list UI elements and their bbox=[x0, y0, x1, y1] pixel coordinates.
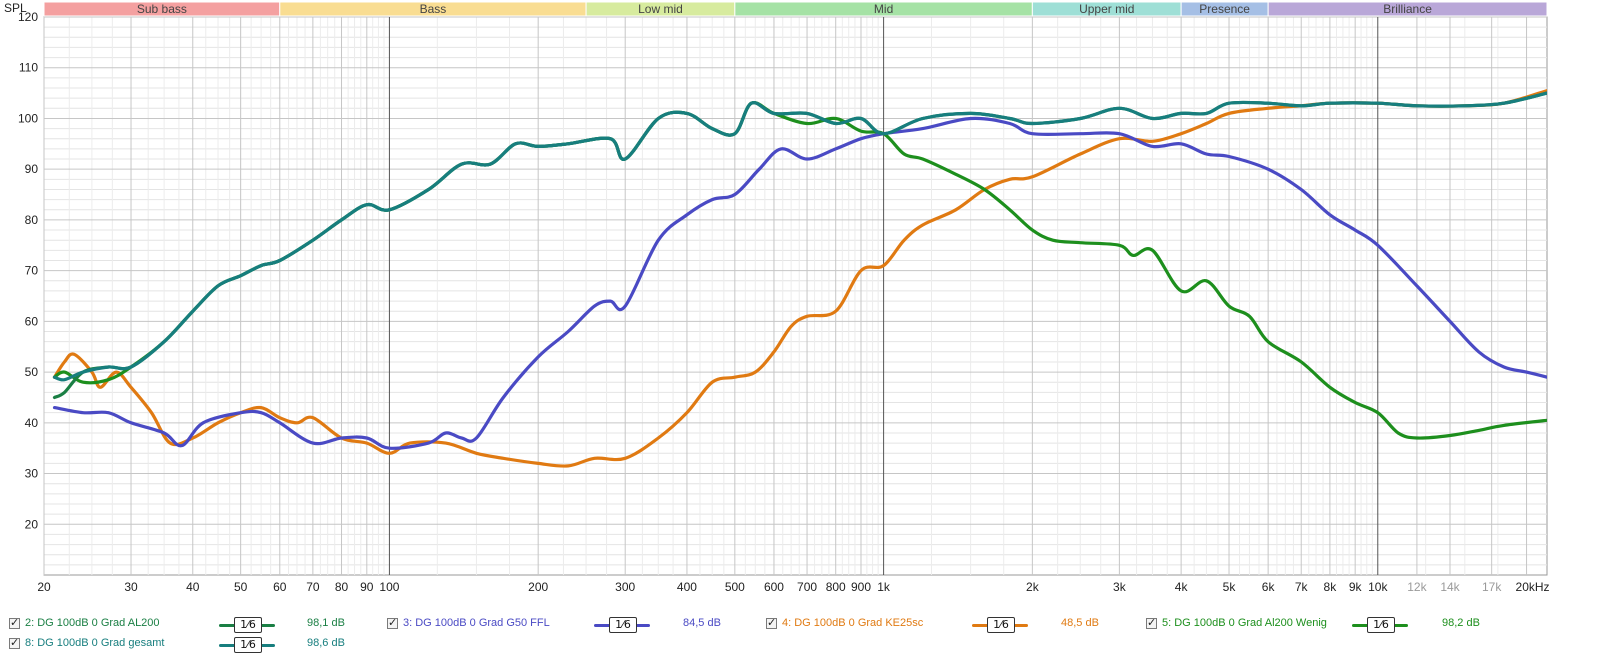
legend-value: 48,5 dB bbox=[1061, 617, 1099, 629]
x-tick-label: 90 bbox=[360, 580, 374, 594]
checkbox[interactable] bbox=[9, 636, 20, 649]
band-label: Sub bass bbox=[137, 2, 187, 16]
smoothing-label: 1⁄6 bbox=[234, 617, 262, 633]
x-tick-label: 6k bbox=[1262, 580, 1276, 594]
band-label: Bass bbox=[420, 2, 447, 16]
x-tick-label: 17k bbox=[1482, 580, 1502, 594]
smoothing-label: 1⁄6 bbox=[609, 617, 637, 633]
legend-value: 98,2 dB bbox=[1442, 617, 1480, 629]
series-line-5 bbox=[52, 91, 1547, 382]
y-tick-label: 70 bbox=[25, 264, 39, 278]
x-tick-label: 40 bbox=[186, 580, 200, 594]
x-tick-label: 20 bbox=[37, 580, 51, 594]
band-label: Low mid bbox=[638, 2, 683, 16]
x-tick-label: 9k bbox=[1349, 580, 1363, 594]
series-line-2 bbox=[52, 116, 1547, 450]
x-tick-label: 600 bbox=[764, 580, 784, 594]
x-tick-label: 700 bbox=[797, 580, 817, 594]
checkbox[interactable] bbox=[387, 616, 398, 629]
legend-label: 4: DG 100dB 0 Grad KE25sc bbox=[782, 617, 924, 629]
y-tick-label: 30 bbox=[25, 467, 39, 481]
band-label: Mid bbox=[874, 2, 893, 16]
x-tick-label: 20kHz bbox=[1516, 580, 1550, 594]
x-tick-label: 500 bbox=[725, 580, 745, 594]
y-tick-label: 20 bbox=[25, 517, 39, 531]
band-label: Presence bbox=[1199, 2, 1250, 16]
x-tick-label: 70 bbox=[306, 580, 320, 594]
y-axis-title: SPL bbox=[4, 1, 27, 15]
y-tick-label: 120 bbox=[18, 10, 38, 24]
x-tick-label: 50 bbox=[234, 580, 248, 594]
y-tick-label: 90 bbox=[25, 162, 39, 176]
y-tick-label: 110 bbox=[19, 61, 38, 75]
smoothing-swatch[interactable]: 1⁄6 bbox=[594, 617, 650, 633]
smoothing-swatch[interactable]: 1⁄6 bbox=[219, 637, 275, 653]
x-tick-label: 14k bbox=[1440, 580, 1460, 594]
legend-label: 3: DG 100dB 0 Grad G50 FFL bbox=[403, 617, 550, 629]
y-tick-label: 50 bbox=[25, 365, 39, 379]
x-tick-label: 3k bbox=[1113, 580, 1127, 594]
legend-row-1: 2: DG 100dB 0 Grad AL200 1⁄6 98,1 dB 3: … bbox=[0, 614, 1600, 638]
smoothing-swatch[interactable]: 1⁄6 bbox=[972, 617, 1028, 633]
legend-value: 98,6 dB bbox=[307, 637, 345, 649]
y-tick-label: 60 bbox=[25, 314, 39, 328]
checkbox[interactable] bbox=[9, 616, 20, 629]
x-tick-label: 2k bbox=[1026, 580, 1040, 594]
checkbox[interactable] bbox=[766, 616, 777, 629]
band-brilliance bbox=[1267, 1, 1548, 17]
x-tick-label: 300 bbox=[615, 580, 635, 594]
legend-value: 98,1 dB bbox=[307, 617, 345, 629]
plot-area bbox=[43, 16, 1548, 576]
series-line-3 bbox=[52, 89, 1547, 468]
band-label: Upper mid bbox=[1079, 2, 1134, 16]
x-tick-label: 80 bbox=[335, 580, 349, 594]
x-tick-label: 400 bbox=[677, 580, 697, 594]
smoothing-label: 1⁄6 bbox=[1367, 617, 1395, 633]
x-tick-label: 900 bbox=[851, 580, 871, 594]
y-tick-label: 40 bbox=[25, 416, 39, 430]
legend-label: 5: DG 100dB 0 Grad Al200 Wenig bbox=[1162, 617, 1327, 629]
x-tick-label: 60 bbox=[273, 580, 287, 594]
band-label: Brilliance bbox=[1383, 2, 1432, 16]
x-tick-label: 200 bbox=[528, 580, 548, 594]
x-tick-label: 100 bbox=[379, 580, 399, 594]
x-tick-label: 800 bbox=[826, 580, 846, 594]
frequency-response-chart[interactable]: Sub bass Bass Low mid Mid Upper mid Presence B… bbox=[0, 0, 1600, 614]
legend-row-2: 8: DG 100dB 0 Grad gesamt 1⁄6 98,6 dB bbox=[0, 634, 1600, 658]
legend-label: 2: DG 100dB 0 Grad AL200 bbox=[25, 617, 160, 629]
x-tick-label: 5k bbox=[1223, 580, 1237, 594]
smoothing-swatch[interactable]: 1⁄6 bbox=[219, 617, 275, 633]
x-tick-label: 8k bbox=[1324, 580, 1338, 594]
x-tick-label: 4k bbox=[1175, 580, 1189, 594]
x-tick-label: 12k bbox=[1407, 580, 1427, 594]
x-tick-label: 10k bbox=[1368, 580, 1388, 594]
smoothing-swatch[interactable]: 1⁄6 bbox=[1352, 617, 1408, 633]
smoothing-label: 1⁄6 bbox=[234, 637, 262, 653]
checkbox[interactable] bbox=[1146, 616, 1157, 629]
y-tick-label: 80 bbox=[25, 213, 39, 227]
legend-value: 84,5 dB bbox=[683, 617, 721, 629]
x-tick-label: 7k bbox=[1295, 580, 1309, 594]
legend: 2: DG 100dB 0 Grad AL200 1⁄6 98,1 dB 3: … bbox=[0, 614, 1600, 668]
legend-label: 8: DG 100dB 0 Grad gesamt bbox=[25, 637, 165, 649]
x-tick-label: 30 bbox=[124, 580, 138, 594]
smoothing-label: 1⁄6 bbox=[987, 617, 1015, 633]
x-tick-label: 1k bbox=[877, 580, 891, 594]
y-tick-label: 100 bbox=[18, 111, 38, 125]
